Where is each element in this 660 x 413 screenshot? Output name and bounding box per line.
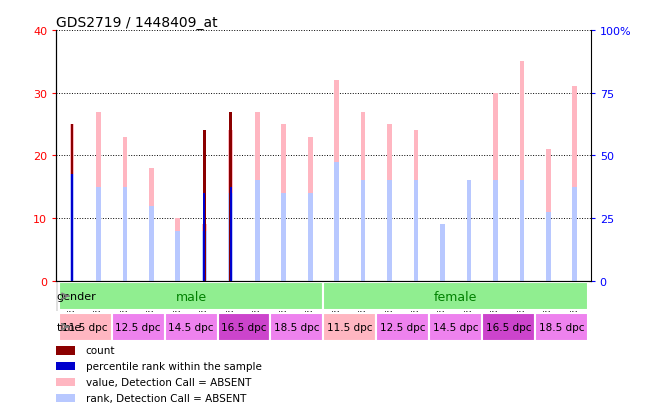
Bar — [228, 194, 233, 281]
Bar — [546, 212, 550, 281]
Bar — [414, 131, 418, 281]
Text: 11.5 dpc: 11.5 dpc — [63, 322, 108, 332]
Bar — [96, 112, 101, 281]
Bar — [203, 194, 205, 281]
FancyBboxPatch shape — [323, 313, 376, 341]
FancyBboxPatch shape — [482, 313, 535, 341]
Bar — [176, 231, 180, 281]
Text: female: female — [434, 290, 477, 303]
Bar — [96, 187, 101, 281]
FancyBboxPatch shape — [59, 282, 323, 311]
FancyBboxPatch shape — [376, 313, 429, 341]
Bar — [56, 347, 75, 355]
Bar — [440, 225, 445, 281]
Bar — [69, 125, 75, 281]
Bar — [56, 378, 75, 387]
Text: time: time — [56, 322, 82, 332]
Bar — [493, 93, 498, 281]
Bar — [387, 181, 392, 281]
Bar — [334, 81, 339, 281]
Bar — [69, 175, 75, 281]
Bar — [493, 181, 498, 281]
Text: 11.5 dpc: 11.5 dpc — [327, 322, 373, 332]
FancyBboxPatch shape — [535, 313, 588, 341]
FancyBboxPatch shape — [218, 313, 271, 341]
FancyBboxPatch shape — [429, 313, 482, 341]
Bar — [519, 62, 524, 281]
Bar — [334, 162, 339, 281]
FancyBboxPatch shape — [56, 281, 585, 312]
Bar — [230, 187, 232, 281]
Bar — [228, 131, 233, 281]
Bar — [361, 112, 366, 281]
Bar — [281, 194, 286, 281]
Bar — [546, 150, 550, 281]
Text: 12.5 dpc: 12.5 dpc — [380, 322, 426, 332]
Bar — [123, 137, 127, 281]
Text: male: male — [176, 290, 207, 303]
FancyBboxPatch shape — [164, 313, 218, 341]
Bar — [176, 218, 180, 281]
Text: count: count — [86, 346, 115, 356]
Bar — [149, 169, 154, 281]
Bar — [281, 125, 286, 281]
Bar — [202, 231, 207, 281]
Bar — [255, 112, 259, 281]
Text: 18.5 dpc: 18.5 dpc — [274, 322, 319, 332]
Bar — [71, 175, 73, 281]
Text: 18.5 dpc: 18.5 dpc — [539, 322, 584, 332]
FancyBboxPatch shape — [271, 313, 323, 341]
Text: 16.5 dpc: 16.5 dpc — [486, 322, 531, 332]
FancyBboxPatch shape — [323, 282, 588, 311]
Bar — [572, 187, 578, 281]
Text: 14.5 dpc: 14.5 dpc — [168, 322, 214, 332]
Bar — [387, 125, 392, 281]
FancyBboxPatch shape — [112, 313, 164, 341]
Bar — [308, 194, 313, 281]
Bar — [255, 181, 259, 281]
Bar — [572, 87, 578, 281]
Bar — [123, 187, 127, 281]
Text: 16.5 dpc: 16.5 dpc — [221, 322, 267, 332]
Bar — [414, 181, 418, 281]
Text: value, Detection Call = ABSENT: value, Detection Call = ABSENT — [86, 377, 251, 387]
Bar — [308, 137, 313, 281]
Bar — [203, 131, 206, 281]
Bar — [467, 187, 471, 281]
Bar — [519, 181, 524, 281]
Text: 14.5 dpc: 14.5 dpc — [433, 322, 478, 332]
Bar — [149, 206, 154, 281]
Bar — [361, 181, 366, 281]
Text: GDS2719 / 1448409_at: GDS2719 / 1448409_at — [56, 16, 218, 30]
Bar — [467, 181, 471, 281]
Bar — [56, 362, 75, 370]
Bar — [230, 112, 232, 281]
Text: gender: gender — [56, 291, 96, 301]
Text: 12.5 dpc: 12.5 dpc — [115, 322, 161, 332]
Bar — [56, 394, 75, 402]
Bar — [71, 125, 73, 281]
Bar — [202, 225, 207, 281]
Text: percentile rank within the sample: percentile rank within the sample — [86, 361, 261, 371]
Bar — [440, 225, 445, 281]
Text: rank, Detection Call = ABSENT: rank, Detection Call = ABSENT — [86, 393, 246, 403]
FancyBboxPatch shape — [59, 313, 112, 341]
